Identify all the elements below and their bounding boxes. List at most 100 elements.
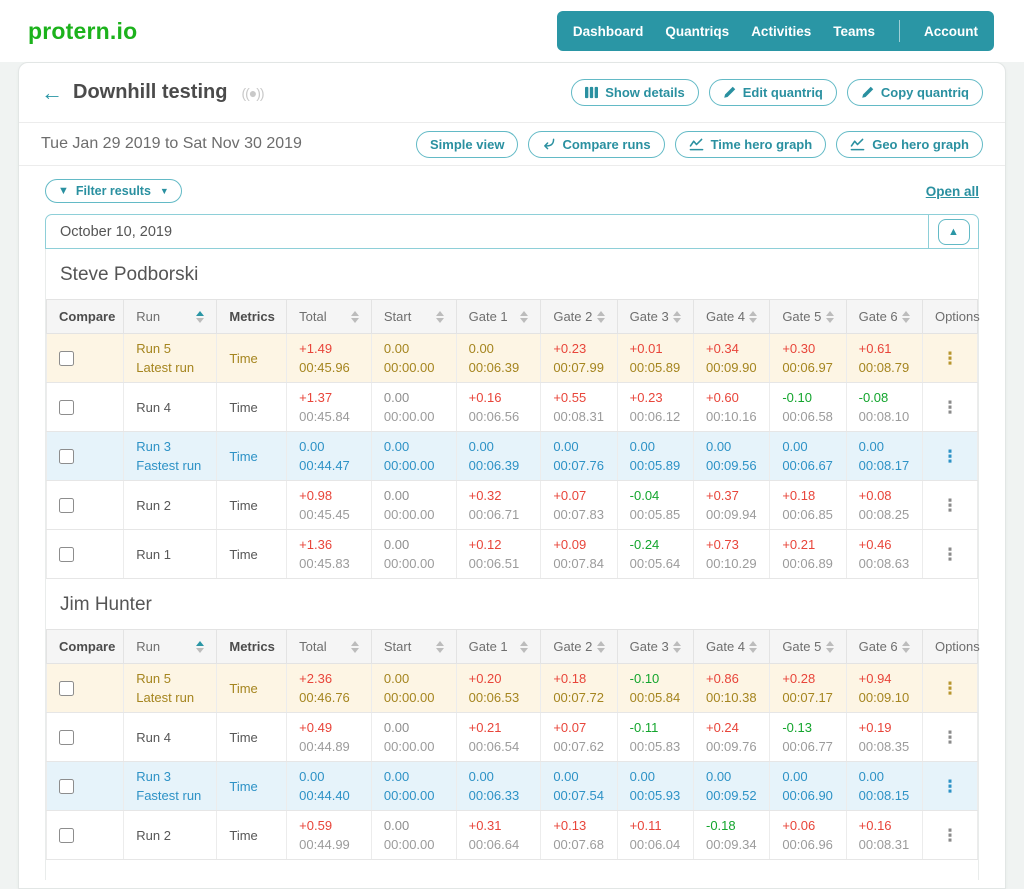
sort-icon[interactable]: [196, 310, 205, 323]
options-kebab-icon[interactable]: ⋮: [941, 678, 959, 698]
delta-value: +0.20: [468, 671, 502, 686]
run-row: Run 3 Fastest run Time 0.00 00:44.40 0.00 00:0…: [45, 761, 979, 811]
sort-icon[interactable]: [596, 640, 605, 653]
column-header-inner: Options: [935, 309, 980, 324]
edit-quantriq-button[interactable]: Edit quantriq: [708, 79, 837, 106]
compare-checkbox[interactable]: [59, 497, 74, 513]
show-details-button[interactable]: Show details: [571, 79, 699, 106]
sort-icon[interactable]: [520, 640, 529, 653]
column-header-gate-1[interactable]: Gate 1: [456, 629, 542, 664]
filter-results-button[interactable]: ▼ Filter results ▼: [45, 179, 182, 203]
day-section-header[interactable]: October 10, 2019 ▲: [45, 214, 979, 249]
sort-down-arrow: [825, 647, 834, 653]
collapse-button[interactable]: ▲: [937, 218, 970, 245]
compare-runs-button[interactable]: Compare runs: [528, 130, 665, 158]
compare-checkbox[interactable]: [59, 778, 74, 794]
options-kebab-icon[interactable]: ⋮: [941, 825, 959, 845]
column-header-gate-3[interactable]: Gate 3: [617, 629, 694, 664]
value-cell: +0.23 00:07.99: [540, 333, 618, 383]
sort-icon[interactable]: [672, 310, 681, 323]
date-range-label: Tue Jan 29 2019 to Sat Nov 30 2019: [41, 135, 302, 152]
column-header-options: Options: [922, 629, 980, 664]
geo-hero-graph-button[interactable]: Geo hero graph: [836, 130, 983, 158]
sort-icon[interactable]: [435, 640, 444, 653]
column-header-gate-6[interactable]: Gate 6: [846, 629, 923, 664]
sort-down-arrow: [749, 647, 758, 653]
sort-icon[interactable]: [901, 640, 910, 653]
column-header-gate-4[interactable]: Gate 4: [693, 629, 771, 664]
nav-item-account[interactable]: Account: [924, 23, 978, 39]
sort-icon[interactable]: [596, 310, 605, 323]
value-cell: 0.00 00:44.47: [286, 431, 372, 481]
back-arrow-icon[interactable]: ←: [41, 79, 63, 105]
column-header-total[interactable]: Total: [286, 629, 372, 664]
nav-item-quantriqs[interactable]: Quantriqs: [665, 23, 730, 39]
column-header-gate-1[interactable]: Gate 1: [456, 299, 542, 334]
column-header-start[interactable]: Start: [371, 299, 457, 334]
time-hero-graph-button[interactable]: Time hero graph: [674, 130, 827, 158]
sort-icon[interactable]: [350, 310, 359, 323]
nav-item-activities[interactable]: Activities: [751, 23, 812, 39]
compare-checkbox[interactable]: [59, 350, 74, 366]
brand-logo[interactable]: protern.io: [28, 17, 138, 44]
sort-icon[interactable]: [749, 640, 758, 653]
column-header-gate-2[interactable]: Gate 2: [540, 629, 618, 664]
run-cell: Run 3 Fastest run: [123, 761, 218, 811]
sort-icon[interactable]: [435, 310, 444, 323]
sort-down-arrow: [435, 317, 444, 323]
sort-icon[interactable]: [901, 310, 910, 323]
run-tag: Latest run: [136, 690, 195, 705]
sort-icon[interactable]: [825, 310, 834, 323]
compare-checkbox[interactable]: [59, 729, 74, 745]
column-header-gate-6[interactable]: Gate 6: [846, 299, 923, 334]
sort-icon[interactable]: [749, 310, 758, 323]
time-value: 00:10.16: [705, 409, 757, 424]
column-header-start[interactable]: Start: [371, 629, 457, 664]
options-kebab-icon[interactable]: ⋮: [941, 348, 959, 368]
delta-value: 0.00: [553, 439, 579, 454]
sort-icon[interactable]: [672, 640, 681, 653]
sort-icon[interactable]: [196, 640, 205, 653]
column-header-label: Start: [383, 639, 412, 654]
column-header-inner: Gate 1: [469, 309, 529, 324]
column-header-gate-5[interactable]: Gate 5: [769, 299, 847, 334]
value-cell: +0.30 00:06.97: [769, 333, 847, 383]
options-kebab-icon[interactable]: ⋮: [941, 776, 959, 796]
compare-checkbox[interactable]: [59, 399, 74, 415]
sort-icon[interactable]: [520, 310, 529, 323]
column-header-gate-4[interactable]: Gate 4: [693, 299, 771, 334]
sort-icon[interactable]: [825, 640, 834, 653]
compare-checkbox[interactable]: [59, 827, 74, 843]
column-header-label: Run: [136, 309, 161, 324]
compare-checkbox[interactable]: [59, 680, 74, 696]
value-cell: 0.00 00:00.00: [371, 712, 457, 762]
nav-divider: [899, 20, 900, 42]
options-kebab-icon[interactable]: ⋮: [941, 727, 959, 747]
time-value: 00:06.71: [468, 507, 520, 522]
open-all-link[interactable]: Open all: [925, 183, 979, 199]
simple-view-button[interactable]: Simple view: [416, 130, 519, 158]
options-kebab-icon[interactable]: ⋮: [941, 544, 959, 564]
nav-item-dashboard[interactable]: Dashboard: [572, 23, 644, 39]
column-header-run[interactable]: Run: [123, 629, 218, 664]
sort-icon[interactable]: [350, 640, 359, 653]
options-kebab-icon[interactable]: ⋮: [941, 446, 959, 466]
column-header-total[interactable]: Total: [286, 299, 372, 334]
options-kebab-icon[interactable]: ⋮: [941, 397, 959, 417]
athlete-name: Steve Podborski: [60, 264, 199, 285]
value-cell: 0.00 00:05.89: [617, 431, 694, 481]
column-header-run[interactable]: Run: [123, 299, 218, 334]
copy-quantriq-button[interactable]: Copy quantriq: [846, 79, 983, 106]
column-header-gate-2[interactable]: Gate 2: [540, 299, 618, 334]
compare-checkbox[interactable]: [59, 448, 74, 464]
value-cell: +0.59 00:44.99: [286, 810, 372, 860]
options-kebab-icon[interactable]: ⋮: [941, 495, 959, 515]
nav-item-teams[interactable]: Teams: [833, 23, 875, 39]
column-header-label: Gate 2: [553, 309, 593, 324]
column-header-gate-5[interactable]: Gate 5: [769, 629, 847, 664]
time-value: 00:44.99: [299, 837, 350, 852]
column-header-gate-3[interactable]: Gate 3: [617, 299, 694, 334]
runs-table-head: Compare Run Metrics Total Start Gate 1 Gate 2 G…: [45, 299, 980, 334]
metric-label: Time: [229, 448, 258, 464]
compare-checkbox[interactable]: [59, 546, 74, 562]
